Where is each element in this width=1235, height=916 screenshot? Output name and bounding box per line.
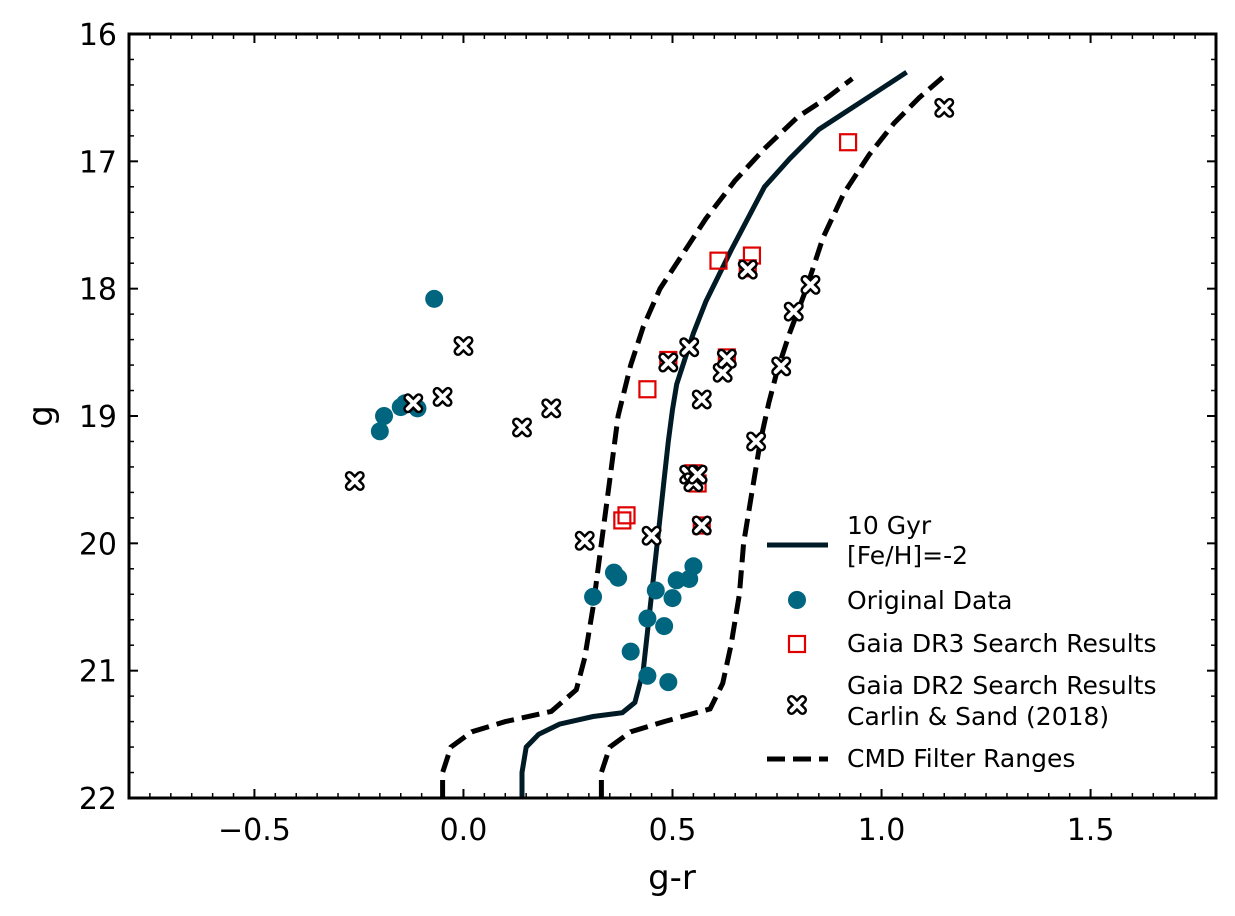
- y-tick-label: 16: [79, 18, 117, 53]
- tick-labels: −0.5 0.0 0.5 1.0 1.5 16 17 18 19 20 21 22: [79, 18, 1115, 848]
- dr3-point: [617, 506, 636, 525]
- x-tick-label: 0.5: [649, 813, 697, 848]
- dr2-point: [691, 515, 712, 536]
- y-tick-label: 19: [79, 400, 117, 435]
- dr2-point: [771, 356, 792, 377]
- y-tick-label: 18: [79, 273, 117, 308]
- original-data-point: [684, 557, 703, 576]
- dr3-point: [709, 251, 728, 270]
- dr2-point: [783, 301, 804, 322]
- original-data-point: [655, 617, 674, 636]
- dr2-point: [432, 386, 453, 407]
- dr2-point: [679, 337, 700, 358]
- dr2-point: [511, 417, 532, 438]
- dr2-point: [691, 389, 712, 410]
- original-data-point: [425, 289, 444, 308]
- legend-label-dr2: Gaia DR2 Search Results: [847, 671, 1157, 700]
- y-tick-label: 22: [79, 782, 117, 817]
- original-data-point: [609, 568, 628, 587]
- dr3-point: [638, 380, 657, 399]
- legend-label-dr2: Carlin & Sand (2018): [847, 702, 1109, 731]
- legend-dr2-swatch: [787, 695, 807, 715]
- plot-data-area: [344, 70, 955, 798]
- dr2-point: [737, 259, 758, 280]
- x-tick-label: −0.5: [218, 813, 291, 848]
- original-data-point: [659, 673, 678, 692]
- original-data-point: [621, 642, 640, 661]
- dr2-point: [687, 464, 708, 485]
- dr2-point: [746, 431, 767, 452]
- dr2-point: [453, 335, 474, 356]
- legend-original-swatch: [788, 591, 806, 609]
- legend-label-original: Original Data: [847, 586, 1012, 615]
- dr2-point: [658, 352, 679, 373]
- x-tick-label: 1.0: [858, 813, 906, 848]
- y-axis-label: g: [21, 405, 61, 427]
- dr3-point: [692, 516, 711, 535]
- filter-line-blue-edge: [440, 76, 854, 798]
- dr3-point: [738, 259, 757, 278]
- dr2-point: [934, 97, 955, 118]
- y-tick-label: 17: [79, 145, 117, 180]
- dr2-point: [712, 362, 733, 383]
- filter-line-red-edge: [598, 74, 946, 798]
- y-tick-label: 21: [79, 655, 117, 690]
- x-tick-label: 0.0: [440, 813, 488, 848]
- legend-dr3-swatch: [787, 634, 807, 654]
- original-data-point: [663, 589, 682, 608]
- original-data-point: [375, 407, 394, 425]
- x-axis-label: g-r: [648, 858, 696, 898]
- original-data-point: [584, 587, 603, 606]
- dr2-point: [541, 398, 562, 419]
- dr3-point: [613, 511, 632, 530]
- legend-label-dr3: Gaia DR3 Search Results: [847, 629, 1157, 658]
- x-tick-label: 1.5: [1067, 813, 1115, 848]
- dr2-point: [574, 530, 595, 551]
- isochrone-line: [519, 70, 908, 798]
- dr2-point: [641, 525, 662, 546]
- original-data-point: [646, 581, 665, 600]
- dr2-point: [800, 274, 821, 295]
- dr2-point: [344, 470, 365, 491]
- plot-frame: [127, 32, 1218, 800]
- legend: 10 Gyr[Fe/H]=-2 Original Data Gaia DR3 Sea…: [767, 511, 1157, 773]
- original-data-point: [638, 666, 657, 685]
- y-tick-label: 20: [79, 527, 117, 562]
- dr3-point: [838, 133, 858, 152]
- dr2-point: [403, 393, 424, 414]
- dr2-point: [716, 348, 737, 369]
- legend-label-isochrone: 10 Gyr: [847, 511, 932, 540]
- original-data-point: [370, 422, 389, 441]
- legend-label-filter: CMD Filter Ranges: [847, 744, 1075, 773]
- original-data-point: [638, 609, 657, 628]
- legend-label-isochrone: [Fe/H]=-2: [847, 541, 968, 570]
